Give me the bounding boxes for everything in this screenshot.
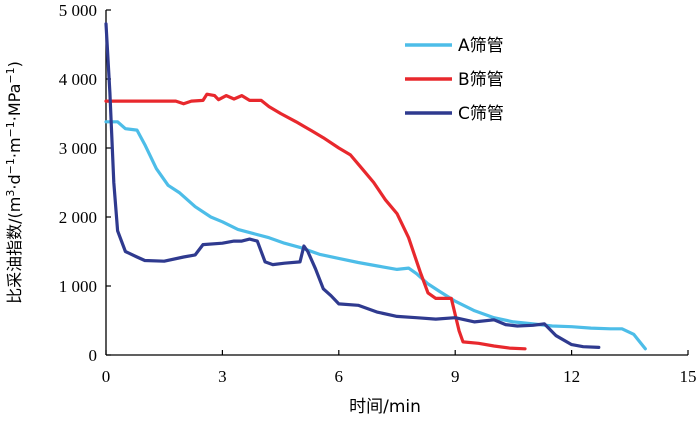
series-line-2 bbox=[104, 92, 527, 351]
legend-label-1: A筛管 bbox=[458, 36, 504, 56]
series-line-3 bbox=[104, 22, 601, 349]
x-tick-label: 6 bbox=[335, 367, 344, 386]
x-tick-label: 12 bbox=[563, 367, 580, 386]
x-tick-label: 0 bbox=[102, 367, 111, 386]
y-tick-label: 4 000 bbox=[59, 70, 97, 89]
y-tick-label: 0 bbox=[89, 346, 98, 365]
x-tick-label: 9 bbox=[451, 367, 460, 386]
y-tick-label: 3 000 bbox=[59, 139, 97, 158]
legend-label-3: C筛管 bbox=[458, 104, 504, 124]
y-tick-label: 5 000 bbox=[59, 1, 97, 20]
legend: A筛管 B筛管 C筛管 bbox=[405, 36, 504, 124]
y-tick-label: 2 000 bbox=[59, 208, 97, 227]
series-line-1 bbox=[104, 120, 647, 351]
x-tick-label: 15 bbox=[680, 367, 697, 386]
series-layer bbox=[104, 22, 647, 351]
y-axis-title: 比采油指数/(m3·d−1·m−1·MPa−1) bbox=[4, 61, 24, 304]
legend-label-2: B筛管 bbox=[458, 70, 504, 90]
x-axis-title: 时间/min bbox=[349, 397, 421, 417]
x-tick-label: 3 bbox=[218, 367, 227, 386]
y-tick-label: 1 000 bbox=[59, 277, 97, 296]
